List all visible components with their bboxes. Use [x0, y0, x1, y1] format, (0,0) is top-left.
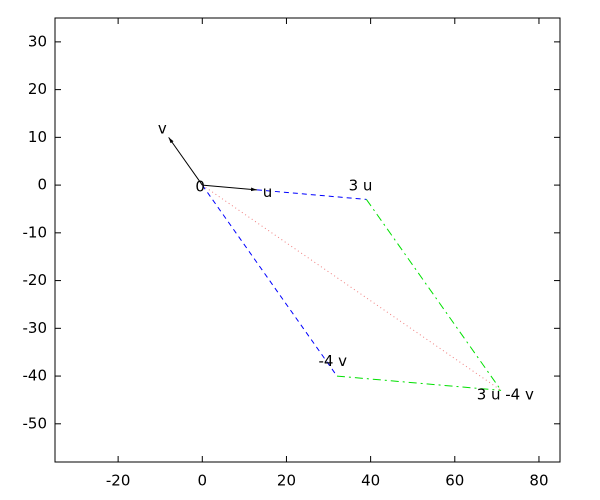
- vector-line: [201, 184, 338, 377]
- point-label: u: [263, 183, 273, 201]
- y-tick-label: 30: [28, 32, 47, 50]
- vector-line: [202, 184, 502, 391]
- y-tick-label: 20: [28, 80, 47, 98]
- point-label: 0: [195, 178, 205, 196]
- y-tick-label: 10: [28, 128, 47, 146]
- x-tick-label: 20: [277, 472, 296, 490]
- vector-arrow: [202, 184, 258, 192]
- y-tick-label: -30: [23, 319, 48, 337]
- y-tick-label: -40: [23, 367, 48, 385]
- x-tick-label: 40: [361, 472, 380, 490]
- y-tick-label: -20: [23, 271, 48, 289]
- point-label: -4 v: [318, 352, 347, 370]
- y-tick-label: -10: [23, 223, 48, 241]
- x-tick-label: 80: [529, 472, 548, 490]
- vector-line: [366, 199, 502, 391]
- x-tick-label: 60: [445, 472, 464, 490]
- point-label: v: [158, 120, 167, 138]
- vector-arrow: [168, 137, 203, 186]
- point-label: 3 u -4 v: [477, 386, 534, 404]
- y-tick-label: 0: [37, 176, 47, 194]
- vector-line: [256, 189, 367, 200]
- plot-border: [54, 17, 561, 463]
- x-tick-label: -20: [106, 472, 131, 490]
- x-tick-label: 0: [198, 472, 208, 490]
- point-label: 3 u: [349, 177, 373, 195]
- y-tick-label: -50: [23, 414, 48, 432]
